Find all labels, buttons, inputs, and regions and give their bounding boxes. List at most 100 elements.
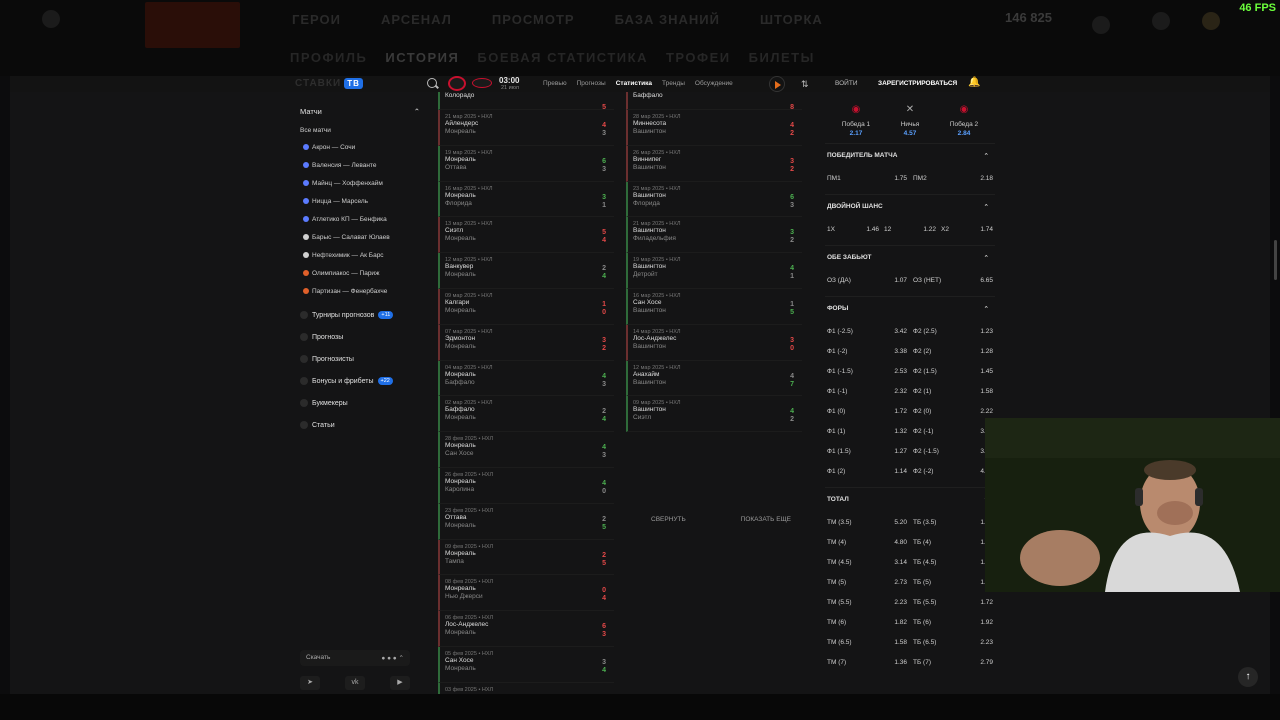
- sidebar-nav-item[interactable]: Прогнозисты: [300, 348, 420, 370]
- match-row[interactable]: 23 фев 2025 • НХЛ Оттава Монреаль 2 5: [438, 503, 614, 540]
- odds-cell[interactable]: Ф1 (1.5) 1.27: [827, 448, 907, 455]
- odds-cell[interactable]: ТМ (4) 4.80: [827, 539, 907, 546]
- odds-cell[interactable]: Ф1 (-2) 3.38: [827, 348, 907, 355]
- sidebar-match-item[interactable]: Нефтехимик — Ак Барс: [300, 246, 420, 264]
- odds-cell[interactable]: ПМ2 2.18: [913, 175, 993, 182]
- match-row[interactable]: 19 мар 2025 • НХЛ Монреаль Оттава 6 3: [438, 145, 614, 182]
- match-row[interactable]: 14 мар 2025 • НХЛ Лос-Анджелес Вашингтон 3 0: [626, 324, 802, 361]
- match-row[interactable]: 21 мар 2025 • НХЛ Вашингтон Филадельфия 3 2: [626, 217, 802, 254]
- sidebar-match-item[interactable]: Олимпиакос — Париж: [300, 264, 420, 282]
- sort-icon[interactable]: ⇅: [801, 79, 809, 89]
- tab-1[interactable]: Превью: [543, 80, 567, 87]
- play-icon[interactable]: [769, 76, 785, 92]
- odds-cell[interactable]: 1X 1.46: [827, 226, 879, 233]
- sidebar-match-item[interactable]: Акрон — Сочи: [300, 138, 420, 156]
- match-row[interactable]: 26 мар 2025 • НХЛ Виннипег Вашингтон 3 2: [626, 145, 802, 182]
- match-row[interactable]: Колорадо 5: [438, 92, 614, 111]
- sidebar-nav-item[interactable]: Статьи: [300, 414, 420, 436]
- odds-cell[interactable]: Ф2 (-2)4.55: [913, 468, 993, 475]
- match-row[interactable]: 09 мар 2025 • НХЛ Калгари Монреаль 1 0: [438, 288, 614, 325]
- odds-cell[interactable]: ТМ (6.5) 1.58: [827, 639, 907, 646]
- odds-cell[interactable]: Ф2 (2.5) 1.23: [913, 328, 993, 335]
- market-header[interactable]: ТОТАЛ⌃: [825, 487, 995, 512]
- odds-cell[interactable]: ТМ (7) 1.36: [827, 659, 907, 666]
- odds-cell[interactable]: Ф1 (2) 1.14: [827, 468, 907, 475]
- collapse-button[interactable]: СВЕРНУТЬ: [651, 516, 686, 523]
- sidebar-nav-item[interactable]: Турниры прогнозов +11: [300, 304, 420, 326]
- odds-cell[interactable]: Ф2 (-1)3.18: [913, 428, 993, 435]
- register-button[interactable]: ЗАРЕГИСТРИРОВАТЬСЯ: [878, 80, 958, 87]
- odds-cell[interactable]: ТБ (5.5) 1.72: [913, 599, 993, 606]
- odds-cell[interactable]: Ф2 (2) 1.28: [913, 348, 993, 355]
- odds-cell[interactable]: ТБ (4)1.13: [913, 539, 993, 546]
- match-row[interactable]: 28 фев 2025 • НХЛ Монреаль Сан Хосе 4 3: [438, 432, 614, 468]
- odds-cell[interactable]: Ф2 (1) 1.58: [913, 388, 993, 395]
- site-logo[interactable]: СТАВКИ ТВ: [295, 78, 363, 89]
- odds-cell[interactable]: Ф2 (0) 2.22: [913, 408, 993, 415]
- sidebar-match-item[interactable]: Валенсия — Леванте: [300, 156, 420, 174]
- scroll-top-button[interactable]: ↑: [1238, 667, 1258, 687]
- odds-cell[interactable]: ПМ1 1.75: [827, 175, 907, 182]
- sidebar-match-item[interactable]: Ницца — Марсель: [300, 192, 420, 210]
- sidebar-match-item[interactable]: Партизан — Фенербахче: [300, 282, 420, 300]
- match-row[interactable]: 13 мар 2025 • НХЛ Сиэтл Монреаль 5 4: [438, 217, 614, 254]
- match-row[interactable]: 05 фев 2025 • НХЛ Сан Хосе Монреаль 3 4: [438, 646, 614, 683]
- odds-cell[interactable]: ТБ (3.5)1.10: [913, 519, 993, 526]
- sidebar-nav-item[interactable]: Букмекеры: [300, 392, 420, 414]
- tab-5[interactable]: Обсуждение: [694, 80, 733, 87]
- market-header[interactable]: ПОБЕДИТЕЛЬ МАТЧА ⌃: [825, 143, 995, 168]
- odds-cell[interactable]: ТБ (5)1.42: [913, 579, 993, 586]
- match-row[interactable]: 06 фев 2025 • НХЛ Лос-Анджелес Монреаль 6 3: [438, 611, 614, 647]
- odds-cell[interactable]: ТБ (4.5)1.31: [913, 559, 993, 566]
- match-row[interactable]: Баффало 8: [626, 92, 802, 111]
- match-row[interactable]: 12 мар 2025 • НХЛ Анахайм Вашингтон 4 7: [626, 360, 802, 397]
- tab-4[interactable]: Тренды: [662, 80, 685, 87]
- youtube-icon[interactable]: ▶: [390, 676, 410, 690]
- match-row[interactable]: 19 мар 2025 • НХЛ Вашингтон Детройт 4 1: [626, 253, 802, 289]
- market-header[interactable]: ОБЕ ЗАБЬЮТ ⌃: [825, 245, 995, 270]
- match-row[interactable]: 16 мар 2025 • НХЛ Сан Хосе Вашингтон 1 5: [626, 288, 802, 325]
- match-row[interactable]: 09 фев 2025 • НХЛ Монреаль Тампа 2 5: [438, 539, 614, 576]
- odds-cell[interactable]: ТМ (3.5) 5.20: [827, 519, 907, 526]
- odds-cell[interactable]: ТБ (6) 1.92: [913, 619, 993, 626]
- odds-cell[interactable]: ТБ (6.5) 2.23: [913, 639, 993, 646]
- match-row[interactable]: 08 фев 2025 • НХЛ Монреаль Нью Джерси 0 4: [438, 575, 614, 612]
- odds-cell[interactable]: Ф1 (-1) 2.32: [827, 388, 907, 395]
- outcome-2[interactable]: ✕ Ничья 4.57: [885, 104, 935, 137]
- odds-cell[interactable]: X2 1.74: [941, 226, 993, 233]
- match-row[interactable]: 04 мар 2025 • НХЛ Монреаль Баффало 4 3: [438, 360, 614, 397]
- match-row[interactable]: 16 мар 2025 • НХЛ Монреаль Флорида 3 1: [438, 181, 614, 218]
- match-row[interactable]: 07 мар 2025 • НХЛ Эдмонтон Монреаль 3 2: [438, 324, 614, 361]
- sidebar-all-matches[interactable]: Все матчи: [300, 126, 331, 134]
- odds-cell[interactable]: Ф1 (1) 1.32: [827, 428, 907, 435]
- odds-cell[interactable]: Ф1 (-2.5) 3.42: [827, 328, 907, 335]
- odds-cell[interactable]: ТМ (5.5) 2.23: [827, 599, 907, 606]
- sidebar-match-item[interactable]: Атлетико КП — Бенфика: [300, 210, 420, 228]
- market-header[interactable]: ФОРЫ ⌃: [825, 296, 995, 321]
- show-more-button[interactable]: ПОКАЗАТЬ ЕЩЕ: [740, 516, 791, 523]
- odds-cell[interactable]: Ф1 (-1.5) 2.53: [827, 368, 907, 375]
- sidebar-match-item[interactable]: Барыс — Салават Юлаев: [300, 228, 420, 246]
- odds-cell[interactable]: ТМ (5) 2.73: [827, 579, 907, 586]
- odds-cell[interactable]: Ф2 (1.5) 1.45: [913, 368, 993, 375]
- bell-icon[interactable]: 🔔: [968, 77, 981, 88]
- outcome-1[interactable]: ◉ Победа 1 2.17: [831, 104, 881, 137]
- match-row[interactable]: 09 мар 2025 • НХЛ Вашингтон Сиэтл 4 2: [626, 396, 802, 433]
- login-button[interactable]: ВОЙТИ: [835, 80, 858, 87]
- search-icon[interactable]: [427, 78, 437, 88]
- match-row[interactable]: 02 мар 2025 • НХЛ Баффало Монреаль 2 4: [438, 396, 614, 433]
- odds-cell[interactable]: Ф2 (-1.5)3.38: [913, 448, 993, 455]
- sidebar-matches-toggle[interactable]: Матчи ⌃: [300, 104, 420, 118]
- odds-cell[interactable]: ОЗ (НЕТ) 6.65: [913, 277, 993, 284]
- outcome-3[interactable]: ◉ Победа 2 2.84: [939, 104, 989, 137]
- odds-cell[interactable]: ОЗ (ДА) 1.07: [827, 277, 907, 284]
- download-apps[interactable]: Скачать ● ● ● ⌃: [300, 650, 410, 666]
- telegram-icon[interactable]: ➤: [300, 676, 320, 690]
- market-header[interactable]: ДВОЙНОЙ ШАНС ⌃: [825, 194, 995, 219]
- sidebar-nav-item[interactable]: Прогнозы: [300, 326, 420, 348]
- odds-cell[interactable]: ТМ (4.5) 3.14: [827, 559, 907, 566]
- odds-cell[interactable]: ТМ (6) 1.82: [827, 619, 907, 626]
- odds-cell[interactable]: 12 1.22: [884, 226, 936, 233]
- match-row[interactable]: 21 мар 2025 • НХЛ Айлендерс Монреаль 4 3: [438, 110, 614, 146]
- match-row[interactable]: 03 фев 2025 • НХЛ: [438, 682, 614, 694]
